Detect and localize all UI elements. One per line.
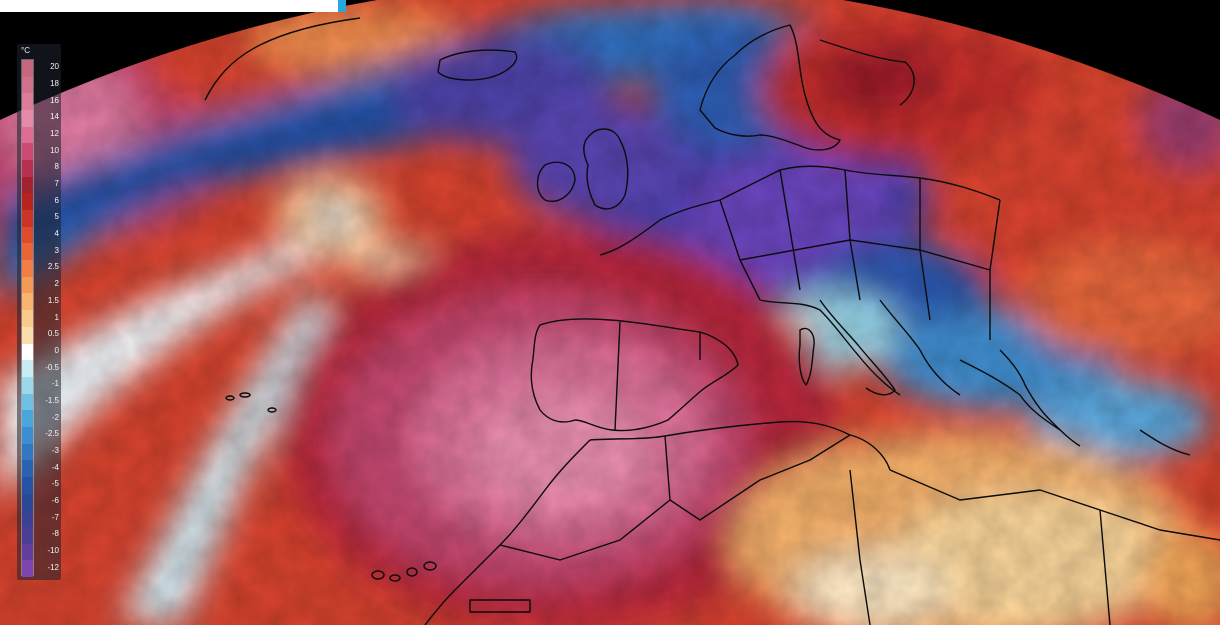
legend-label: 3 bbox=[54, 245, 59, 255]
legend-label: 20 bbox=[50, 62, 59, 72]
legend-label: 12 bbox=[50, 129, 59, 139]
legend-swatch bbox=[22, 493, 33, 511]
legend-swatch bbox=[22, 460, 33, 478]
legend-label: -8 bbox=[51, 529, 59, 539]
legend-swatch bbox=[22, 443, 33, 461]
legend-swatch bbox=[22, 210, 33, 228]
legend-label: -0.5 bbox=[45, 362, 59, 372]
legend-swatch bbox=[22, 476, 33, 495]
legend-label: 0.5 bbox=[47, 329, 59, 339]
legend-swatch bbox=[22, 526, 33, 545]
legend-label: 0 bbox=[54, 345, 59, 355]
legend-label: -2.5 bbox=[45, 429, 59, 439]
legend-label: -12 bbox=[47, 562, 59, 572]
legend-label: -4 bbox=[51, 462, 59, 472]
legend-label: 8 bbox=[54, 162, 59, 172]
legend-swatch bbox=[22, 510, 33, 528]
legend-swatch bbox=[22, 60, 33, 78]
legend-swatch bbox=[22, 426, 33, 445]
color-scale-legend: °C 20 18 16 14 12 10 8 7 6 5 4 3 2.5 2 1.5 1 0.5 0 -0.5 -1 -… bbox=[17, 44, 61, 580]
legend-label: 7 bbox=[54, 179, 59, 189]
legend-label: 14 bbox=[50, 112, 59, 122]
legend-swatch bbox=[22, 160, 33, 178]
legend-label: 2 bbox=[54, 279, 59, 289]
legend-unit: °C bbox=[21, 46, 30, 55]
legend-label: 2.5 bbox=[47, 262, 59, 272]
top-banner-accent bbox=[338, 0, 346, 12]
legend-swatch bbox=[22, 376, 33, 395]
legend-swatch bbox=[22, 143, 33, 161]
legend-label: 1 bbox=[54, 312, 59, 322]
top-banner bbox=[0, 0, 346, 12]
legend-swatch bbox=[22, 326, 33, 344]
legend-label: -1.5 bbox=[45, 395, 59, 405]
legend-label: 1.5 bbox=[47, 295, 59, 305]
legend-swatch bbox=[22, 393, 33, 411]
legend-swatch bbox=[22, 110, 33, 128]
legend-label: -10 bbox=[47, 545, 59, 555]
legend-swatch bbox=[22, 176, 33, 194]
legend-label: 4 bbox=[54, 229, 59, 239]
legend-swatch bbox=[22, 76, 33, 94]
legend-swatch bbox=[22, 193, 33, 211]
coastlines bbox=[19, 9, 1220, 625]
legend-swatch bbox=[22, 310, 33, 328]
legend-label: 10 bbox=[50, 145, 59, 155]
legend-label: 6 bbox=[54, 195, 59, 205]
legend-swatch bbox=[22, 343, 33, 361]
legend-swatch bbox=[22, 260, 33, 278]
legend-swatch bbox=[22, 560, 33, 578]
legend-swatch bbox=[22, 410, 33, 428]
legend-swatch bbox=[22, 126, 33, 144]
legend-swatch bbox=[22, 293, 33, 311]
legend-swatch bbox=[22, 543, 33, 561]
legend-label: -1 bbox=[51, 379, 59, 389]
legend-swatch bbox=[22, 276, 33, 294]
legend-swatch bbox=[22, 226, 33, 244]
legend-label: 16 bbox=[50, 95, 59, 105]
legend-label: 5 bbox=[54, 212, 59, 222]
legend-swatch bbox=[22, 360, 33, 378]
legend-swatch bbox=[22, 243, 33, 261]
legend-label: -2 bbox=[51, 412, 59, 422]
legend-label: -5 bbox=[51, 479, 59, 489]
legend-label: -7 bbox=[51, 512, 59, 522]
legend-label: -6 bbox=[51, 495, 59, 505]
legend-label: 18 bbox=[50, 79, 59, 89]
legend-color-bar bbox=[21, 59, 34, 578]
legend-swatch bbox=[22, 93, 33, 111]
legend-label: -3 bbox=[51, 445, 59, 455]
